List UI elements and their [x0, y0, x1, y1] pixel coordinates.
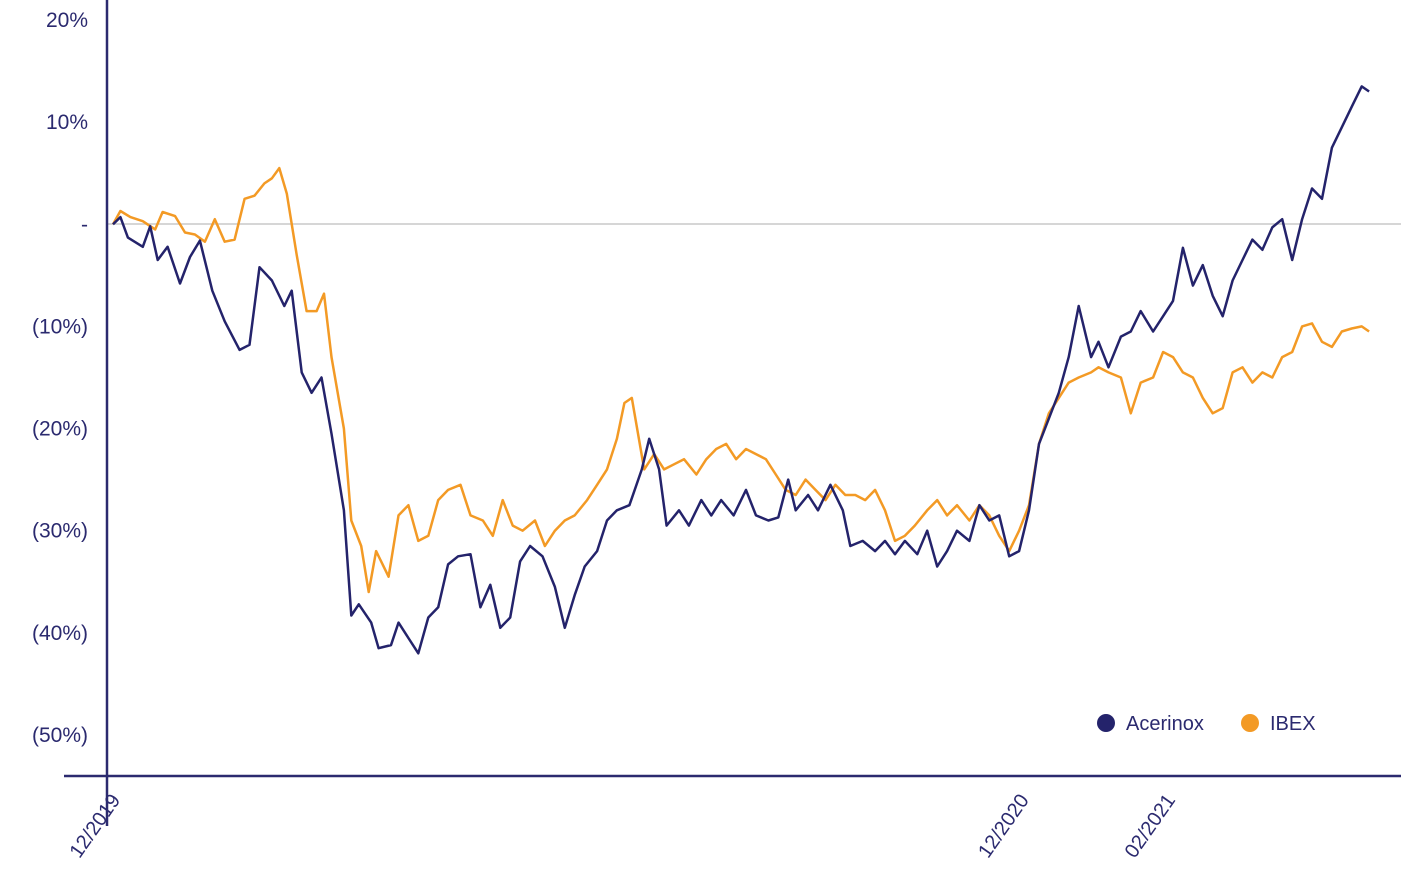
y-tick-label: 10%	[46, 111, 88, 134]
y-tick-label: (30%)	[32, 520, 88, 543]
x-tick-label: 12/2020	[974, 790, 1033, 862]
series-line-acerinox	[112, 85, 1370, 655]
y-tick-label: (40%)	[32, 622, 88, 645]
series-line-ibex	[111, 166, 1370, 594]
y-tick-label: (10%)	[32, 315, 88, 338]
legend-marker-acerinox	[1097, 714, 1115, 732]
x-tick-label: 02/2021	[1121, 790, 1180, 862]
series-lines	[111, 85, 1370, 655]
x-axis-tick-labels: 12/2019 12/2020 02/2021	[66, 790, 1181, 862]
legend-label-acerinox: Acerinox	[1126, 713, 1204, 735]
y-axis-tick-labels: 20% 10% - (10%) (20%) (30%) (40%) (50%)	[32, 9, 88, 747]
legend-marker-ibex	[1241, 714, 1259, 732]
y-tick-label: -	[81, 213, 88, 236]
legend: Acerinox IBEX	[1097, 713, 1316, 735]
y-tick-label: 20%	[46, 9, 88, 32]
legend-label-ibex: IBEX	[1270, 713, 1316, 735]
y-tick-label: (50%)	[32, 724, 88, 747]
x-tick-label: 12/2019	[66, 790, 125, 862]
y-tick-label: (20%)	[32, 418, 88, 441]
